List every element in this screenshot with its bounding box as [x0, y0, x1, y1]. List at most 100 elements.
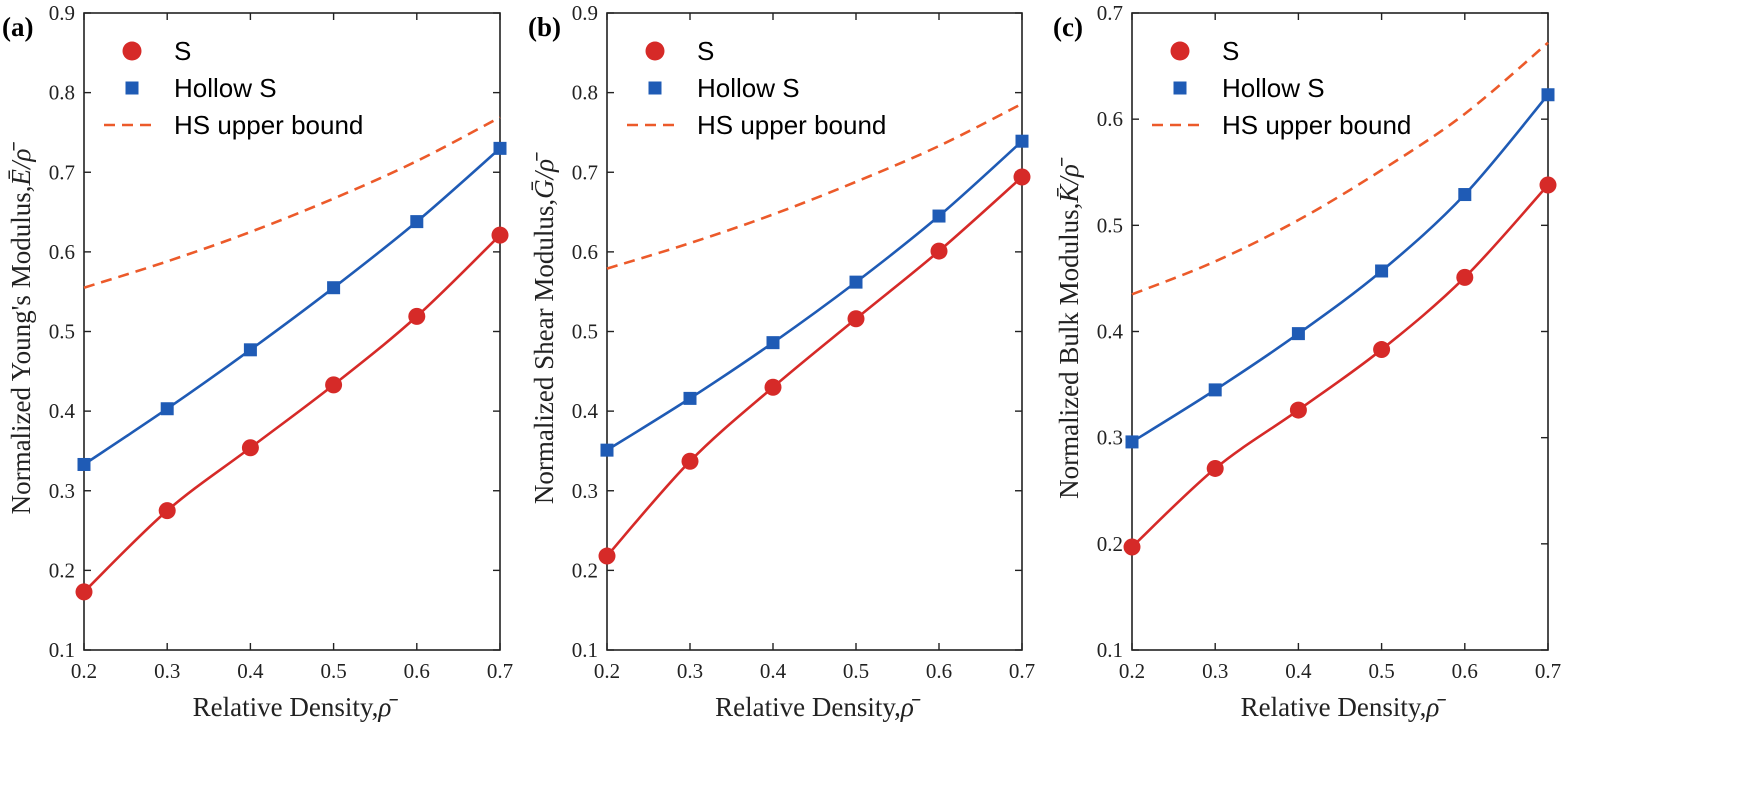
x-tick-label: 0.4 — [760, 659, 787, 683]
y-axis-label-text: Normalized Bulk Modulus, — [1054, 203, 1084, 499]
y-tick-label: 0.8 — [49, 81, 75, 105]
legend-label: HS upper bound — [1222, 110, 1411, 140]
legend-marker-s — [645, 41, 665, 61]
data-point-s — [847, 310, 865, 328]
legend-marker-hollow-s — [125, 81, 139, 95]
data-point-s — [408, 307, 426, 325]
legend-marker-s — [122, 41, 142, 61]
y-axis-label: Normalized Bulk Modulus,K̄/ρ̄ — [1054, 157, 1084, 499]
legend-marker-hollow-s — [648, 81, 662, 95]
data-point-hollow-s — [410, 215, 424, 229]
data-point-s — [598, 547, 616, 565]
y-tick-label: 0.7 — [1097, 1, 1123, 25]
x-axis-label-symbol: ρ̄ — [1425, 692, 1446, 722]
data-point-s — [1013, 168, 1031, 186]
data-point-s — [681, 452, 699, 470]
y-axis-label-symbol: Ḡ/ρ̄ — [529, 152, 559, 199]
data-point-hollow-s — [600, 443, 614, 457]
y-axis-label-symbol: Ē/ρ̄ — [6, 142, 36, 187]
data-point-s — [930, 242, 948, 260]
x-tick-label: 0.6 — [926, 659, 952, 683]
data-point-s — [764, 378, 782, 396]
y-tick-label: 0.3 — [572, 479, 598, 503]
data-point-s — [158, 502, 176, 520]
y-tick-label: 0.2 — [49, 558, 75, 582]
y-tick-label: 0.2 — [572, 558, 598, 582]
axes-frame — [83, 12, 501, 651]
data-point-s — [325, 376, 343, 394]
x-tick-label: 0.7 — [487, 659, 513, 683]
data-point-hollow-s — [1208, 383, 1222, 397]
data-point-hollow-s — [243, 343, 257, 357]
x-tick-label: 0.6 — [1452, 659, 1478, 683]
x-tick-label: 0.3 — [154, 659, 180, 683]
y-tick-label: 0.4 — [1097, 320, 1124, 344]
y-tick-label: 0.1 — [49, 638, 75, 662]
x-axis-label: Relative Density,ρ̄ — [193, 692, 399, 722]
panel-3: 0.2 0.3 0.4 0.5 0.6 0.70.10.20.30.40.50.60.7S… — [1053, 1, 1561, 722]
panel-2: 0.2 0.3 0.4 0.5 0.6 0.70.10.20.30.40.50.60.70… — [528, 1, 1035, 722]
y-tick-label: 0.5 — [1097, 213, 1123, 237]
data-point-s — [241, 439, 259, 457]
data-point-hollow-s — [1291, 327, 1305, 341]
y-axis-label-symbol: K̄/ρ̄ — [1054, 157, 1084, 203]
y-tick-label: 0.6 — [1097, 107, 1123, 131]
series-line-hollow-s — [1131, 93, 1549, 444]
data-point-hollow-s — [327, 281, 341, 295]
x-axis-label-text: Relative Density, — [193, 692, 379, 722]
y-tick-label: 0.3 — [49, 479, 75, 503]
data-point-hollow-s — [1541, 88, 1555, 102]
data-point-s — [491, 226, 509, 244]
panel-tag: (c) — [1053, 12, 1083, 42]
y-tick-label: 0.6 — [572, 240, 598, 264]
y-tick-label: 0.6 — [49, 240, 75, 264]
data-point-s — [1539, 176, 1557, 194]
y-tick-label: 0.4 — [572, 399, 599, 423]
y-tick-label: 0.4 — [49, 399, 76, 423]
x-tick-label: 0.7 — [1009, 659, 1035, 683]
x-tick-label: 0.3 — [677, 659, 703, 683]
x-tick-label: 0.3 — [1202, 659, 1228, 683]
y-tick-label: 0.5 — [572, 320, 598, 344]
x-tick-label: 0.7 — [1535, 659, 1561, 683]
x-tick-label: 0.2 — [71, 659, 97, 683]
series-line-hollow-s — [83, 147, 501, 466]
y-axis-label-text: Normalized Young's Modulus, — [6, 186, 36, 515]
x-tick-label: 0.2 — [1119, 659, 1145, 683]
data-point-hollow-s — [1015, 134, 1029, 148]
axes-frame — [1131, 12, 1549, 651]
data-point-hollow-s — [1375, 264, 1389, 278]
legend-marker-s — [1170, 41, 1190, 61]
y-axis-label: Normalized Shear Modulus,Ḡ/ρ̄ — [529, 152, 559, 504]
y-tick-label: 0.2 — [1097, 532, 1123, 556]
y-axis-label-text: Normalized Shear Modulus, — [529, 199, 559, 504]
y-tick-label: 0.7 — [49, 160, 75, 184]
x-axis-label-text: Relative Density, — [1241, 692, 1427, 722]
series-line-s — [1131, 184, 1549, 548]
series-line-hs-upper-bound — [1131, 41, 1549, 296]
panel-tag: (a) — [2, 12, 33, 42]
legend-marker-hollow-s — [1173, 81, 1187, 95]
legend-label: HS upper bound — [697, 110, 886, 140]
data-point-hollow-s — [1125, 435, 1139, 449]
data-point-hollow-s — [849, 275, 863, 289]
data-point-hollow-s — [77, 457, 91, 471]
data-point-s — [1289, 401, 1307, 419]
y-tick-label: 0.9 — [572, 1, 598, 25]
y-tick-label: 0.8 — [572, 81, 598, 105]
x-axis-label-symbol: ρ̄ — [900, 692, 921, 722]
series-line-s — [83, 234, 501, 593]
axes-frame — [606, 12, 1023, 651]
legend-label: HS upper bound — [174, 110, 363, 140]
panel-1: 0.2 0.3 0.4 0.5 0.6 0.70.10.20.30.40.50.60.70… — [2, 1, 513, 722]
data-point-hollow-s — [932, 209, 946, 223]
data-point-hollow-s — [683, 391, 697, 405]
y-axis-label: Normalized Young's Modulus,Ē/ρ̄ — [6, 142, 36, 515]
x-tick-label: 0.4 — [237, 659, 264, 683]
data-point-s — [1123, 538, 1141, 556]
series-line-hs-upper-bound — [606, 102, 1023, 270]
series-line-hollow-s — [606, 140, 1023, 452]
x-axis-label: Relative Density,ρ̄ — [715, 692, 921, 722]
legend-label: Hollow S — [1222, 73, 1325, 103]
